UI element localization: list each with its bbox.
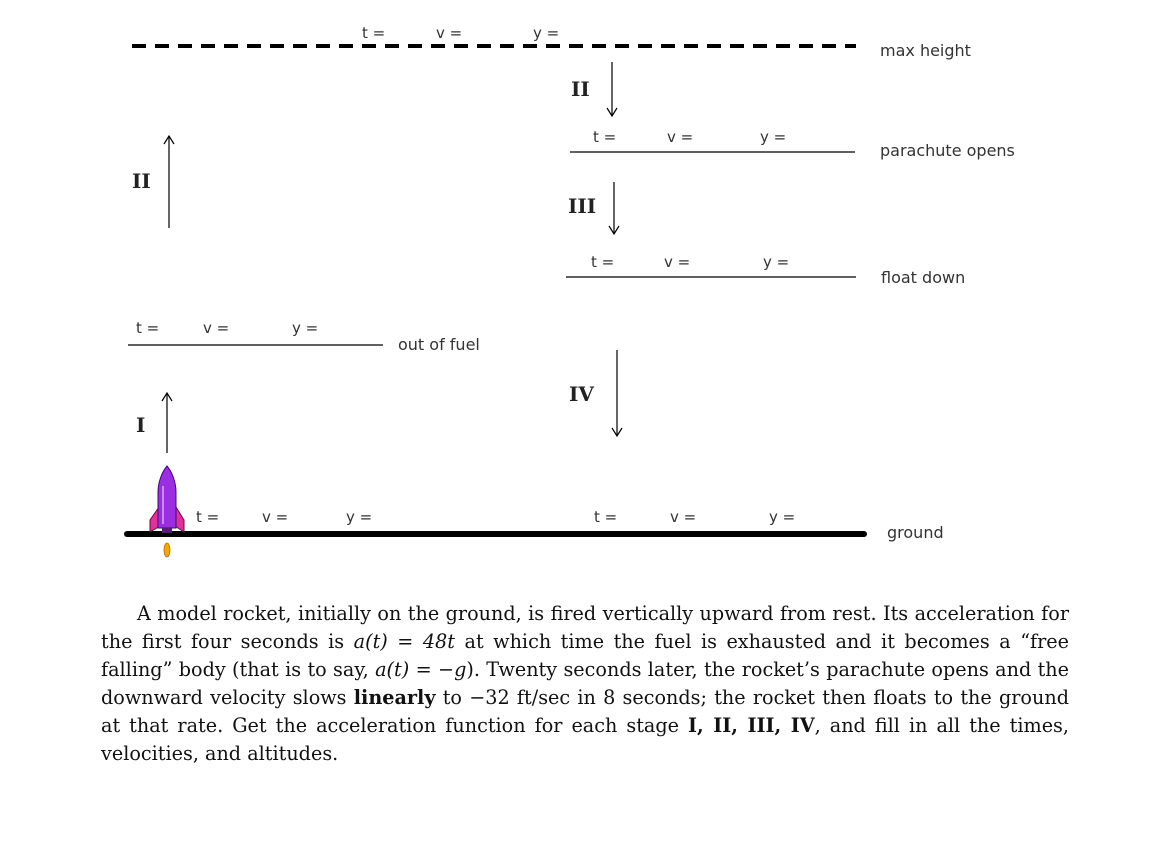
stage-iv-label: IV [569,382,594,406]
launch-y: y = [346,508,372,526]
rocket-icon [149,465,185,558]
stage-ii-down-label: II [571,77,590,101]
max-height-t: t = [362,24,385,42]
up-arrow-icon [161,391,173,453]
problem-mid-2: ). Twenty seconds later, the rocket’s pa… [101,658,1069,709]
landing-y: y = [769,508,795,526]
max-height-v: v = [436,24,462,42]
launch-v: v = [262,508,288,526]
stage-i-label: I [136,413,145,437]
out-of-fuel-v: v = [203,319,229,337]
float-down-v: v = [664,253,690,271]
up-arrow-icon [163,134,175,228]
stage-list: I, II, III, IV [688,714,815,737]
parachute-opens-label: parachute opens [880,141,1015,160]
out-of-fuel-label: out of fuel [398,335,480,354]
out-of-fuel-t: t = [136,319,159,337]
down-arrow-icon [606,62,618,118]
problem-mid-3: to −32 ft/sec in 8 seconds; the rocket t… [101,686,1069,737]
down-arrow-icon [608,182,620,236]
landing-v: v = [670,508,696,526]
out-of-fuel-y: y = [292,319,318,337]
float-down-y: y = [763,253,789,271]
problem-end: , and fill in all the times, velocities,… [101,714,1069,765]
parachute-y: y = [760,128,786,146]
max-height-label: max height [880,41,971,60]
float-down-t: t = [591,253,614,271]
down-arrow-icon [611,350,623,438]
launch-t: t = [196,508,219,526]
problem-intro: A model rocket, initially on the ground,… [101,602,1069,653]
free-fall-expression: a(t) = −g [375,658,467,681]
problem-statement: A model rocket, initially on the ground,… [101,600,1069,768]
float-down-label: float down [881,268,965,287]
ground-label: ground [887,523,944,542]
max-height-y: y = [533,24,559,42]
problem-mid-1: at which time the fuel is exhausted and … [101,630,1069,681]
linearly-emphasis: linearly [353,686,436,709]
landing-t: t = [594,508,617,526]
rocket-diagram: max height t = v = y = II parachute open… [124,24,1015,558]
stage-ii-up-label: II [132,169,151,193]
stage-iii-label: III [568,194,596,218]
parachute-v: v = [667,128,693,146]
acceleration-expression: a(t) = 48t [353,630,455,653]
parachute-t: t = [593,128,616,146]
